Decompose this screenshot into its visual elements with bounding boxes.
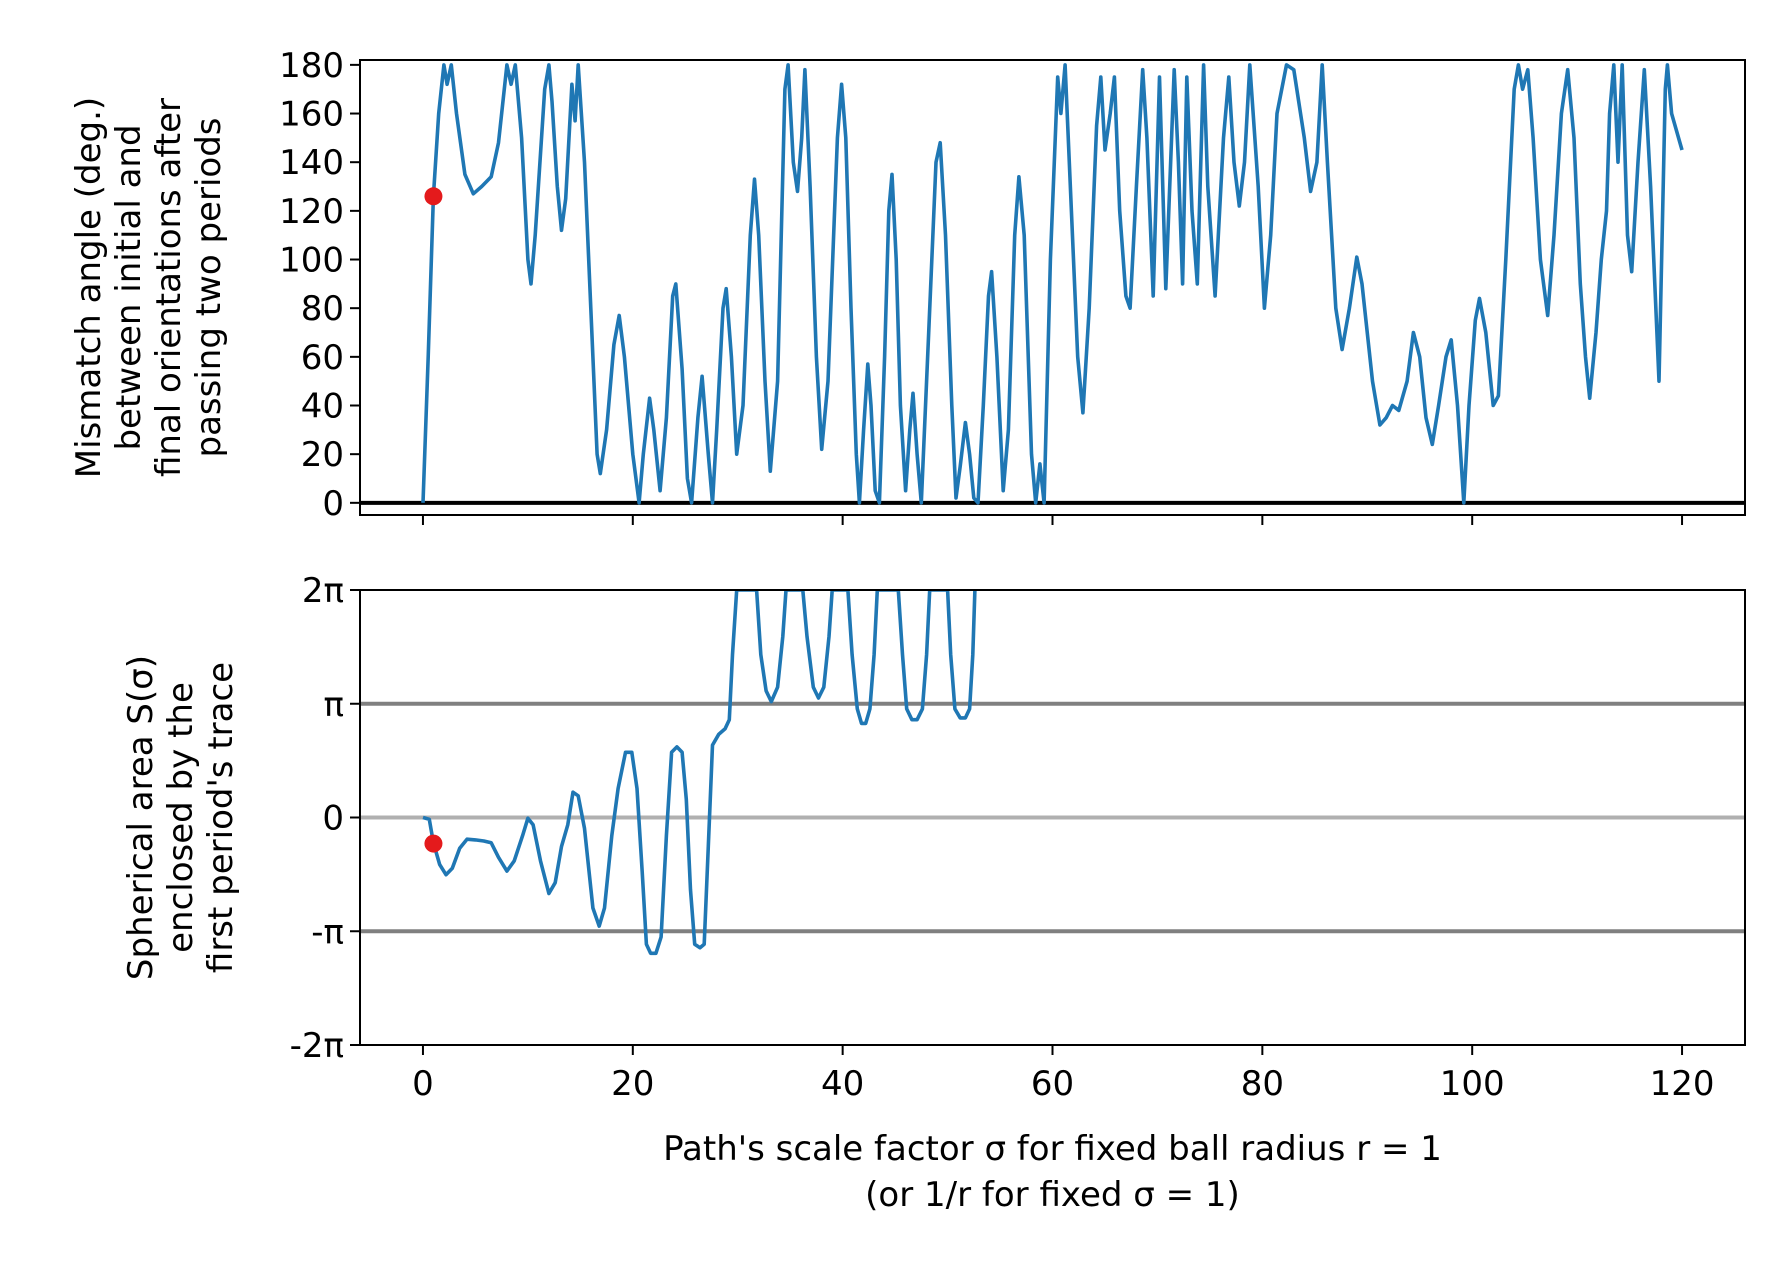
bottom-spherical-area-panel: 0 20 40 60 80 100 120 -2π -π 0 π 2π Spherical area S… — [121, 571, 1746, 1215]
y-tick-label: 160 — [279, 95, 344, 135]
x-tick-label: 120 — [1650, 1064, 1715, 1104]
y-tick-label: 140 — [279, 143, 344, 183]
y-tick-label: -π — [311, 912, 344, 952]
x-tick-label: 0 — [412, 1064, 434, 1104]
y-axis-label-line: first period's trace — [201, 662, 241, 973]
y-axis-label-line: Mismatch angle (deg.) — [69, 97, 109, 478]
x-tick-label: 60 — [1031, 1064, 1074, 1104]
x-tick-label: 100 — [1440, 1064, 1505, 1104]
y-tick-label: 0 — [322, 484, 344, 524]
x-tick-label: 20 — [611, 1064, 654, 1104]
y-tick-label: 180 — [279, 46, 344, 86]
y-tick-label: 100 — [279, 241, 344, 281]
y-tick-label: 120 — [279, 192, 344, 232]
x-tick-label: 80 — [1241, 1064, 1284, 1104]
data-series-line — [422, 590, 977, 956]
y-tick-label: -2π — [290, 1026, 344, 1066]
y-tick-label: π — [324, 685, 344, 725]
y-tick-label: 40 — [301, 387, 344, 427]
x-axis-label-line: Path's scale factor σ for fixed ball rad… — [663, 1129, 1442, 1169]
highlight-point-marker — [424, 187, 443, 206]
y-tick-label: 60 — [301, 338, 344, 378]
y-tick-label: 80 — [301, 289, 344, 329]
y-axis-label-line: passing two periods — [189, 118, 229, 458]
top-mismatch-angle-panel: 0 20 40 60 80 100 120 140 160 180 Mismatch angle (… — [69, 46, 1746, 525]
x-tick-label: 40 — [821, 1064, 864, 1104]
y-tick-label: 20 — [301, 435, 344, 475]
y-axis-label-line: between initial and — [109, 124, 149, 450]
y-axis-label-line: Spherical area S(σ) — [121, 655, 161, 980]
y-tick-label: 2π — [302, 571, 344, 611]
y-tick-label: 0 — [322, 799, 344, 839]
x-axis-label-line: (or 1/r for fixed σ = 1) — [865, 1175, 1240, 1215]
y-axis-label-line: final orientations after — [149, 98, 189, 477]
highlight-point-marker — [424, 834, 443, 853]
data-series-line — [421, 63, 1684, 505]
y-axis-label-line: enclosed by the — [161, 682, 201, 953]
